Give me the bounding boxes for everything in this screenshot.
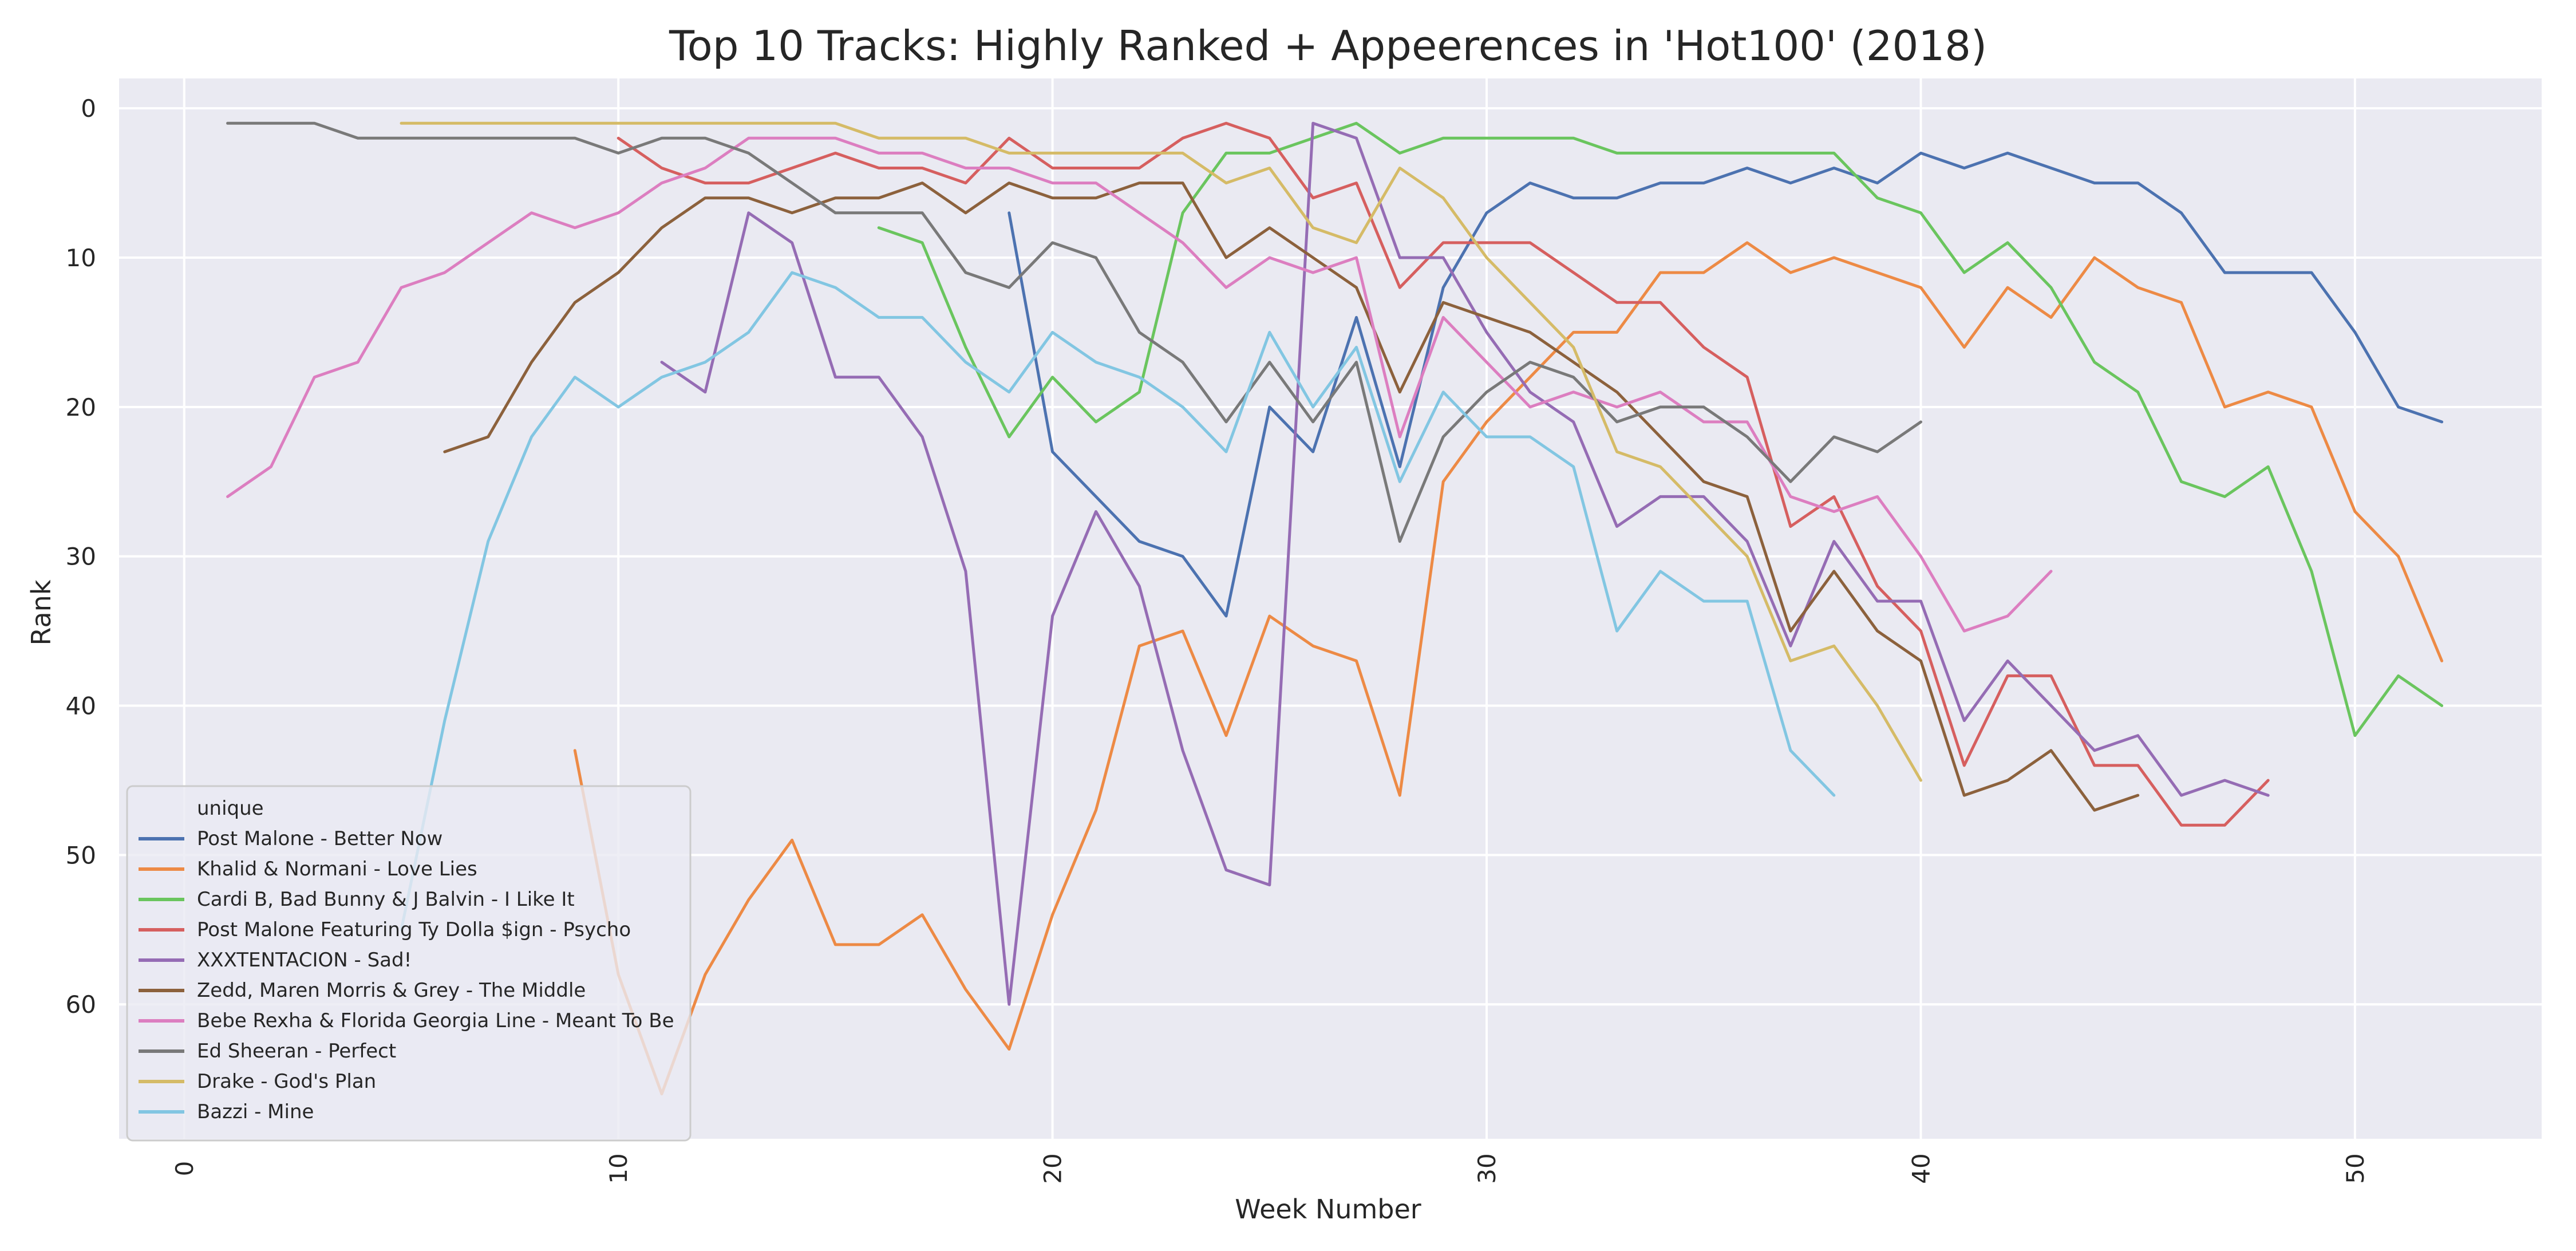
legend-entry: Zedd, Maren Morris & Grey - The Middle: [197, 979, 586, 1002]
x-tick-label: 50: [2341, 1153, 2369, 1183]
y-tick-label: 0: [81, 94, 96, 123]
series-line-3: [877, 121, 2444, 737]
legend-entry: Khalid & Normani - Love Lies: [197, 858, 477, 881]
chart-title: Top 10 Tracks: Highly Ranked + Appeerenc…: [669, 22, 1987, 70]
y-tick-label: 40: [66, 692, 96, 720]
y-tick-label: 10: [66, 244, 96, 272]
series-line-2: [573, 241, 2444, 1096]
series-line-9: [400, 121, 1922, 782]
x-tick-label: 30: [1473, 1153, 1501, 1183]
legend-entry: Post Malone Featuring Ty Dolla $ign - Ps…: [197, 918, 631, 941]
x-tick-label: 20: [1039, 1153, 1067, 1183]
y-tick-label: 30: [66, 543, 96, 571]
legend-entry: Bebe Rexha & Florida Georgia Line - Mean…: [197, 1009, 674, 1032]
x-axis-label: Week Number: [1235, 1194, 1421, 1225]
legend-title: unique: [197, 797, 264, 820]
series-line-1: [1008, 151, 2444, 618]
series-line-10: [400, 271, 1836, 932]
legend-entry: Bazzi - Mine: [197, 1100, 314, 1123]
series-line-7: [226, 136, 2053, 633]
legend-entry: XXXTENTACION - Sad!: [197, 949, 412, 972]
legend-entry: Cardi B, Bad Bunny & J Balvin - I Like I…: [197, 888, 575, 911]
y-tick-label: 60: [66, 990, 96, 1019]
y-tick-label: 50: [66, 841, 96, 869]
series-line-4: [617, 121, 2270, 827]
x-tick-label: 40: [1907, 1153, 1935, 1183]
legend-box: [126, 785, 692, 1142]
x-tick-label: 10: [605, 1153, 633, 1183]
x-tick-label: 0: [171, 1161, 199, 1177]
y-tick-label: 20: [66, 393, 96, 421]
legend-entry: Drake - God's Plan: [197, 1070, 376, 1093]
series-line-5: [660, 121, 2270, 1006]
legend-entry: Post Malone - Better Now: [197, 827, 442, 850]
y-axis-label: Rank: [26, 579, 57, 645]
legend-entry: Ed Sheeran - Perfect: [197, 1040, 396, 1063]
series-line-8: [226, 121, 1922, 543]
series-line-6: [443, 181, 2140, 812]
